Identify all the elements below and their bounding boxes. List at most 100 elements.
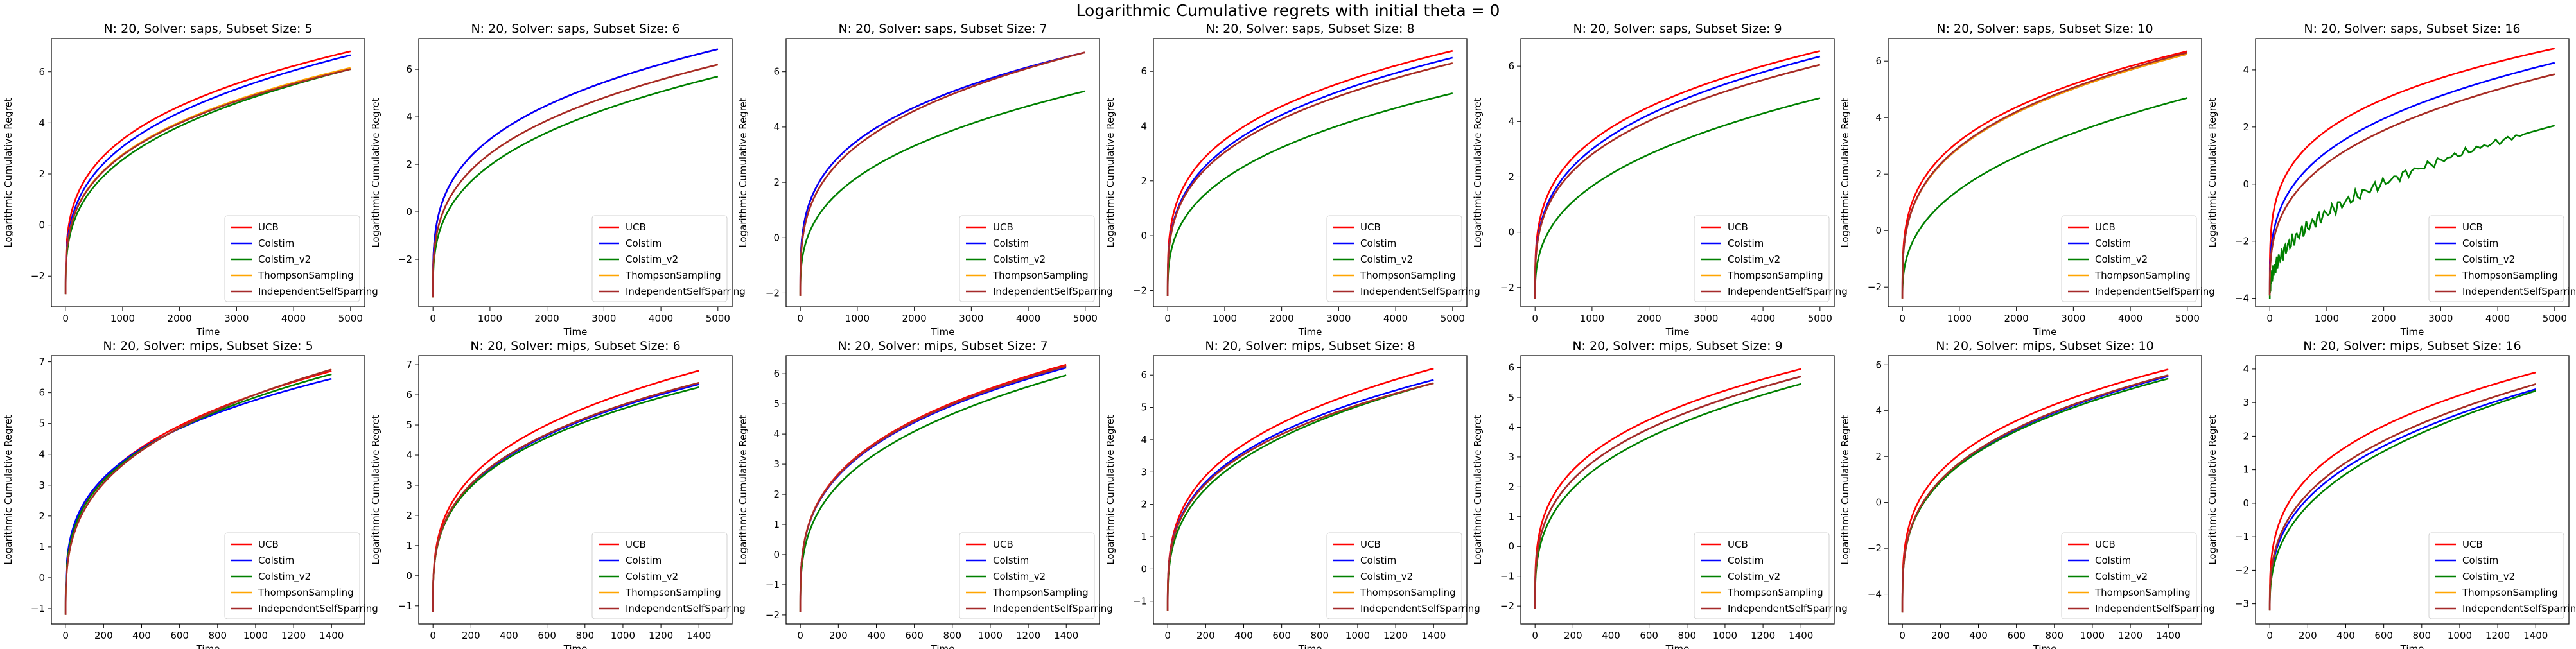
subplot-title: N: 20, Solver: mips, Subset Size: 9 bbox=[1572, 339, 1782, 353]
y-axis-label: Logarithmic Cumulative Regret bbox=[737, 415, 749, 564]
y-tick-label: −2 bbox=[766, 609, 780, 621]
legend-label: Colstim_v2 bbox=[626, 571, 678, 583]
x-axis-label: Time bbox=[1665, 643, 1690, 649]
series-line-Colstim_v2 bbox=[799, 90, 1086, 296]
x-tick-label: 0 bbox=[430, 630, 436, 641]
y-tick-label: −2 bbox=[398, 254, 412, 265]
legend: UCB Colstim Colstim_v2 ThompsonSampling Inde… bbox=[2428, 532, 2576, 619]
legend-label: ThompsonSampling bbox=[2094, 270, 2191, 281]
legend-box bbox=[2428, 532, 2564, 619]
subplot-6: N: 20, Solver: saps, Subset Size: 10 0 100… bbox=[1839, 22, 2215, 338]
legend-label: UCB bbox=[2462, 221, 2483, 233]
x-tick-label: 600 bbox=[170, 630, 189, 641]
axes-frame bbox=[785, 355, 1100, 625]
y-tick-label: 2 bbox=[406, 510, 412, 521]
legend-box bbox=[959, 215, 1095, 302]
legend-label: IndependentSelfSparring bbox=[2095, 603, 2215, 614]
legend-label: ThompsonSampling bbox=[2094, 587, 2191, 598]
y-tick-label: 4 bbox=[1508, 421, 1514, 433]
x-tick-label: 1400 bbox=[2523, 630, 2548, 641]
series-line-Colstim bbox=[64, 377, 332, 615]
x-tick-label: 1000 bbox=[243, 630, 268, 641]
y-tick-label: 7 bbox=[406, 359, 412, 370]
legend-label: Colstim bbox=[2095, 238, 2131, 249]
x-tick-label: 3000 bbox=[591, 313, 616, 324]
x-tick-label: 0 bbox=[2266, 630, 2273, 641]
y-tick-label: −2 bbox=[766, 287, 780, 299]
legend-box bbox=[1694, 215, 1830, 302]
series-line-Colstim bbox=[2268, 388, 2536, 611]
series-line-UCB bbox=[1534, 368, 1801, 609]
y-tick-label: 0 bbox=[406, 206, 412, 218]
legend-label: Colstim bbox=[2095, 555, 2131, 566]
y-axis-label: Logarithmic Cumulative Regret bbox=[737, 98, 749, 247]
y-tick-label: 6 bbox=[1875, 55, 1882, 67]
legend-label: Colstim bbox=[1360, 238, 1396, 249]
y-tick-label: 2 bbox=[406, 159, 412, 170]
legend: UCB Colstim Colstim_v2 ThompsonSampling Inde… bbox=[591, 532, 746, 619]
x-tick-label: 1000 bbox=[478, 313, 502, 324]
x-tick-label: 0 bbox=[1532, 313, 1538, 324]
y-tick-label: 5 bbox=[773, 398, 780, 410]
y-tick-label: −3 bbox=[2235, 598, 2249, 610]
x-tick-label: 2000 bbox=[2004, 313, 2029, 324]
legend-label: Colstim_v2 bbox=[626, 254, 678, 266]
y-tick-label: 3 bbox=[773, 458, 780, 470]
series-lines bbox=[432, 48, 719, 298]
series-line-Colstim_v2 bbox=[2268, 390, 2536, 611]
x-tick-label: 1000 bbox=[1713, 630, 1737, 641]
x-tick-label: 0 bbox=[797, 313, 803, 324]
series-line-UCB bbox=[432, 370, 699, 612]
legend: UCB Colstim Colstim_v2 ThompsonSampling Inde… bbox=[2061, 215, 2215, 302]
legend-label: ThompsonSampling bbox=[1727, 270, 1823, 281]
legend-box bbox=[591, 215, 728, 302]
legend-label: Colstim bbox=[258, 238, 294, 249]
x-tick-label: 5000 bbox=[1441, 313, 1465, 324]
legend-label: UCB bbox=[258, 221, 279, 233]
legend-label: IndependentSelfSparring bbox=[258, 286, 378, 297]
x-tick-label: 3000 bbox=[2061, 313, 2085, 324]
y-axis-label: Logarithmic Cumulative Regret bbox=[370, 415, 381, 564]
series-line-IndependentSelfSparring bbox=[1534, 64, 1821, 299]
series-line-IndependentSelfSparring bbox=[1901, 51, 2188, 299]
legend-label: ThompsonSampling bbox=[625, 270, 721, 281]
y-tick-label: 0 bbox=[1875, 225, 1882, 236]
y-tick-label: −1 bbox=[2235, 531, 2249, 542]
y-tick-label: 6 bbox=[1508, 362, 1514, 374]
x-tick-label: 600 bbox=[2007, 630, 2026, 641]
x-tick-label: 0 bbox=[1532, 630, 1538, 641]
y-tick-label: 4 bbox=[39, 449, 45, 460]
x-tick-label: 2000 bbox=[1270, 313, 1294, 324]
legend-label: UCB bbox=[993, 221, 1013, 233]
x-tick-label: 4000 bbox=[2485, 313, 2510, 324]
subplot-title: N: 20, Solver: mips, Subset Size: 16 bbox=[2303, 339, 2521, 353]
y-tick-label: −4 bbox=[2235, 293, 2249, 304]
y-axis-label: Logarithmic Cumulative Regret bbox=[2207, 415, 2218, 564]
legend-box bbox=[591, 532, 728, 619]
x-tick-label: 0 bbox=[1164, 630, 1171, 641]
x-tick-label: 1200 bbox=[649, 630, 673, 641]
x-tick-label: 1000 bbox=[2448, 630, 2472, 641]
y-tick-label: 1 bbox=[406, 540, 412, 551]
legend-label: ThompsonSampling bbox=[992, 587, 1089, 598]
axes-frame bbox=[1153, 38, 1468, 307]
legend-label: Colstim bbox=[993, 555, 1029, 566]
x-tick-label: 400 bbox=[1969, 630, 1988, 641]
legend-box bbox=[1326, 532, 1462, 619]
series-line-IndependentSelfSparring bbox=[64, 68, 351, 295]
legend-box bbox=[2428, 215, 2564, 302]
x-tick-label: 1200 bbox=[1383, 630, 1408, 641]
legend-label: ThompsonSampling bbox=[258, 270, 354, 281]
legend-label: UCB bbox=[626, 221, 646, 233]
x-tick-label: 400 bbox=[500, 630, 518, 641]
legend-label: UCB bbox=[2095, 221, 2116, 233]
y-tick-label: 5 bbox=[1141, 402, 1147, 413]
legend-label: IndependentSelfSparring bbox=[2462, 603, 2576, 614]
y-tick-label: 6 bbox=[1141, 369, 1147, 381]
legend-label: IndependentSelfSparring bbox=[993, 603, 1113, 614]
x-tick-label: 400 bbox=[132, 630, 151, 641]
series-lines bbox=[799, 51, 1086, 296]
subplot-14: N: 20, Solver: mips, Subset Size: 16 0 200… bbox=[2207, 339, 2576, 649]
x-tick-label: 2000 bbox=[168, 313, 192, 324]
legend: UCB Colstim Colstim_v2 ThompsonSampling Inde… bbox=[1326, 215, 1480, 302]
